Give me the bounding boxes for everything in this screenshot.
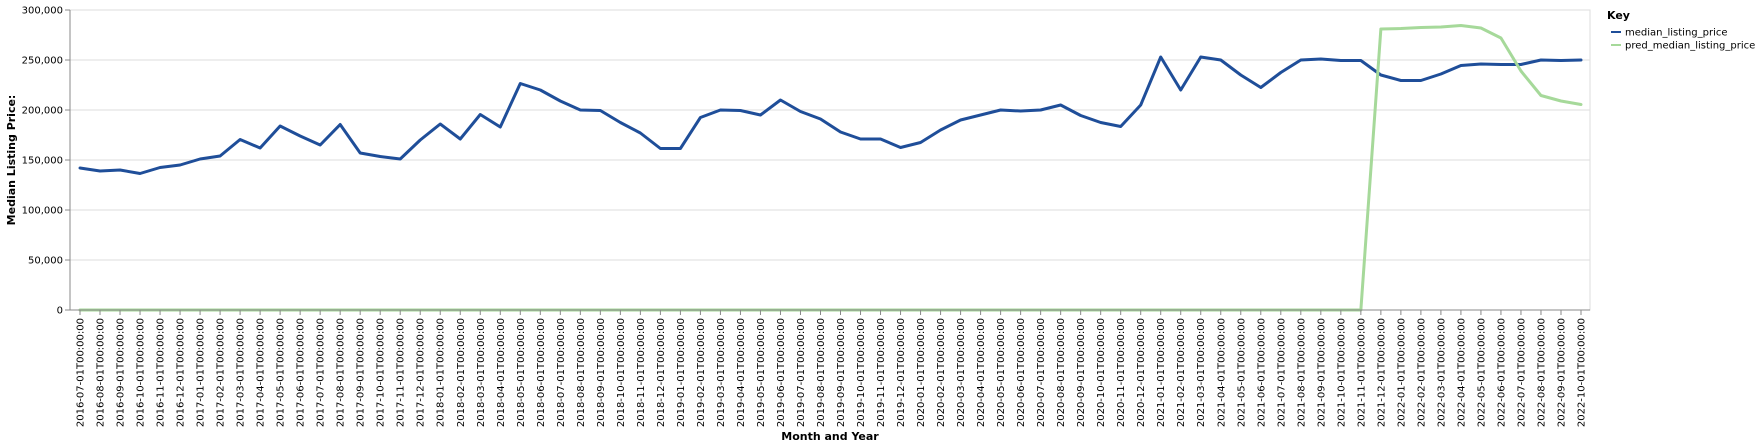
x-tick-label: 2020-05-01T00:00:00 bbox=[996, 318, 1007, 427]
x-tick-label: 2020-11-01T00:00:00 bbox=[1116, 318, 1127, 427]
x-tick-label: 2021-11-01T00:00:00 bbox=[1356, 318, 1367, 427]
x-tick-label: 2019-10-01T00:00:00 bbox=[856, 318, 867, 427]
x-tick-label: 2018-04-01T00:00:00 bbox=[496, 318, 507, 427]
y-tick-label: 250,000 bbox=[22, 56, 63, 67]
legend-label-median_listing_price: median_listing_price bbox=[1625, 28, 1728, 39]
x-tick-label: 2021-08-01T00:00:00 bbox=[1296, 318, 1307, 427]
x-tick-label: 2021-04-01T00:00:00 bbox=[1216, 318, 1227, 427]
gridlines bbox=[70, 9, 1590, 311]
x-tick-label: 2019-02-01T00:00:00 bbox=[696, 318, 707, 427]
x-tick-label: 2022-04-01T00:00:00 bbox=[1456, 318, 1467, 427]
series-line-median_listing_price bbox=[78, 55, 1583, 175]
x-tick-label: 2017-02-01T00:00:00 bbox=[216, 318, 227, 427]
x-tick-label: 2018-03-01T00:00:00 bbox=[476, 318, 487, 427]
y-axis-title: Median Listing Price: bbox=[5, 95, 18, 226]
y-tick-label: 100,000 bbox=[22, 206, 63, 217]
x-tick-label: 2021-03-01T00:00:00 bbox=[1196, 318, 1207, 427]
x-tick-label: 2022-06-01T00:00:00 bbox=[1496, 318, 1507, 427]
x-tick-label: 2017-07-01T00:00:00 bbox=[316, 318, 327, 427]
legend-label-pred_median_listing_price: pred_median_listing_price bbox=[1625, 41, 1755, 52]
y-tick-label: 300,000 bbox=[22, 6, 63, 17]
x-tick-label: 2019-11-01T00:00:00 bbox=[876, 318, 887, 427]
x-tick-label: 2017-06-01T00:00:00 bbox=[296, 318, 307, 427]
x-tick-label: 2020-02-01T00:00:00 bbox=[936, 318, 947, 427]
x-tick-label: 2019-07-01T00:00:00 bbox=[796, 318, 807, 427]
x-tick-label: 2016-11-01T00:00:00 bbox=[156, 318, 167, 427]
x-tick-label: 2019-06-01T00:00:00 bbox=[776, 318, 787, 427]
x-tick-label: 2022-08-01T00:00:00 bbox=[1536, 318, 1547, 427]
x-tick-label: 2020-01-01T00:00:00 bbox=[916, 318, 927, 427]
x-tick-label: 2018-05-01T00:00:00 bbox=[516, 318, 527, 427]
x-tick-label: 2021-10-01T00:00:00 bbox=[1336, 318, 1347, 427]
x-tick-label: 2017-04-01T00:00:00 bbox=[256, 318, 267, 427]
x-axis-title: Month and Year bbox=[781, 430, 879, 443]
x-tick-label: 2017-05-01T00:00:00 bbox=[276, 318, 287, 427]
x-tick-label: 2022-07-01T00:00:00 bbox=[1516, 318, 1527, 427]
x-tick-label: 2016-07-01T00:00:00 bbox=[76, 318, 87, 427]
x-tick-label: 2019-08-01T00:00:00 bbox=[816, 318, 827, 427]
x-tick-label: 2017-03-01T00:00:00 bbox=[236, 318, 247, 427]
x-tick-label: 2017-11-01T00:00:00 bbox=[396, 318, 407, 427]
x-tick-label: 2018-07-01T00:00:00 bbox=[556, 318, 567, 427]
legend: Key median_listing_price pred_median_list… bbox=[1607, 9, 1755, 52]
x-tick-label: 2017-01-01T00:00:00 bbox=[196, 318, 207, 427]
x-tick-label: 2020-09-01T00:00:00 bbox=[1076, 318, 1087, 427]
x-tick-label: 2016-10-01T00:00:00 bbox=[136, 318, 147, 427]
x-tick-label: 2019-12-01T00:00:00 bbox=[896, 318, 907, 427]
x-tick-label: 2018-09-01T00:00:00 bbox=[596, 318, 607, 427]
y-tick-label: 200,000 bbox=[22, 106, 63, 117]
x-tick-label: 2021-01-01T00:00:00 bbox=[1156, 318, 1167, 427]
x-tick-label: 2022-05-01T00:00:00 bbox=[1476, 318, 1487, 427]
x-tick-label: 2020-04-01T00:00:00 bbox=[976, 318, 987, 427]
series-layer bbox=[78, 24, 1583, 312]
x-tick-label: 2020-06-01T00:00:00 bbox=[1016, 318, 1027, 427]
x-tick-label: 2022-02-01T00:00:00 bbox=[1416, 318, 1427, 427]
x-tick-label: 2022-01-01T00:00:00 bbox=[1396, 318, 1407, 427]
x-tick-label: 2021-07-01T00:00:00 bbox=[1276, 318, 1287, 427]
x-tick-label: 2018-11-01T00:00:00 bbox=[636, 318, 647, 427]
x-tick-label: 2019-03-01T00:00:00 bbox=[716, 318, 727, 427]
x-tick-label: 2019-04-01T00:00:00 bbox=[736, 318, 747, 427]
legend-title: Key bbox=[1607, 9, 1630, 22]
x-tick-label: 2020-12-01T00:00:00 bbox=[1136, 318, 1147, 427]
x-tick-label: 2021-09-01T00:00:00 bbox=[1316, 318, 1327, 427]
x-tick-label: 2017-12-01T00:00:00 bbox=[416, 318, 427, 427]
x-tick-label: 2020-08-01T00:00:00 bbox=[1056, 318, 1067, 427]
x-tick-label: 2021-12-01T00:00:00 bbox=[1376, 318, 1387, 427]
x-tick-label: 2016-09-01T00:00:00 bbox=[116, 318, 127, 427]
x-tick-label: 2020-03-01T00:00:00 bbox=[956, 318, 967, 427]
x-tick-label: 2020-07-01T00:00:00 bbox=[1036, 318, 1047, 427]
x-tick-label: 2022-09-01T00:00:00 bbox=[1556, 318, 1567, 427]
x-tick-label: 2018-06-01T00:00:00 bbox=[536, 318, 547, 427]
y-axis: 0 50,000 100,000 150,000 200,000 250,000 300,0… bbox=[22, 6, 71, 317]
legend-items: median_listing_price pred_median_listing_… bbox=[1611, 28, 1755, 52]
x-tick-label: 2018-02-01T00:00:00 bbox=[456, 318, 467, 427]
y-tick-label: 150,000 bbox=[22, 156, 63, 167]
x-tick-label: 2020-10-01T00:00:00 bbox=[1096, 318, 1107, 427]
x-tick-label: 2022-10-01T00:00:00 bbox=[1577, 318, 1588, 427]
x-tick-label: 2017-09-01T00:00:00 bbox=[356, 318, 367, 427]
x-tick-label: 2022-03-01T00:00:00 bbox=[1436, 318, 1447, 427]
x-tick-label: 2021-05-01T00:00:00 bbox=[1236, 318, 1247, 427]
x-tick-label: 2018-12-01T00:00:00 bbox=[656, 318, 667, 427]
x-tick-label: 2017-08-01T00:00:00 bbox=[336, 318, 347, 427]
x-tick-label: 2019-05-01T00:00:00 bbox=[756, 318, 767, 427]
x-tick-label: 2021-06-01T00:00:00 bbox=[1256, 318, 1267, 427]
x-tick-label: 2016-12-01T00:00:00 bbox=[176, 318, 187, 427]
x-tick-label: 2018-01-01T00:00:00 bbox=[436, 318, 447, 427]
x-tick-label: 2021-02-01T00:00:00 bbox=[1176, 318, 1187, 427]
x-tick-label: 2018-08-01T00:00:00 bbox=[576, 318, 587, 427]
series-line-pred_median_listing_price bbox=[78, 24, 1583, 312]
x-tick-label: 2018-10-01T00:00:00 bbox=[616, 318, 627, 427]
x-tick-label: 2016-08-01T00:00:00 bbox=[96, 318, 107, 427]
x-tick-label: 2019-01-01T00:00:00 bbox=[676, 318, 687, 427]
y-tick-label: 50,000 bbox=[28, 256, 63, 267]
y-tick-label: 0 bbox=[57, 306, 63, 317]
x-tick-label: 2019-09-01T00:00:00 bbox=[836, 318, 847, 427]
x-axis: 2016-07-01T00:00:00 2016-08-01T00:00:00 20… bbox=[70, 309, 1590, 427]
x-tick-label: 2017-10-01T00:00:00 bbox=[376, 318, 387, 427]
